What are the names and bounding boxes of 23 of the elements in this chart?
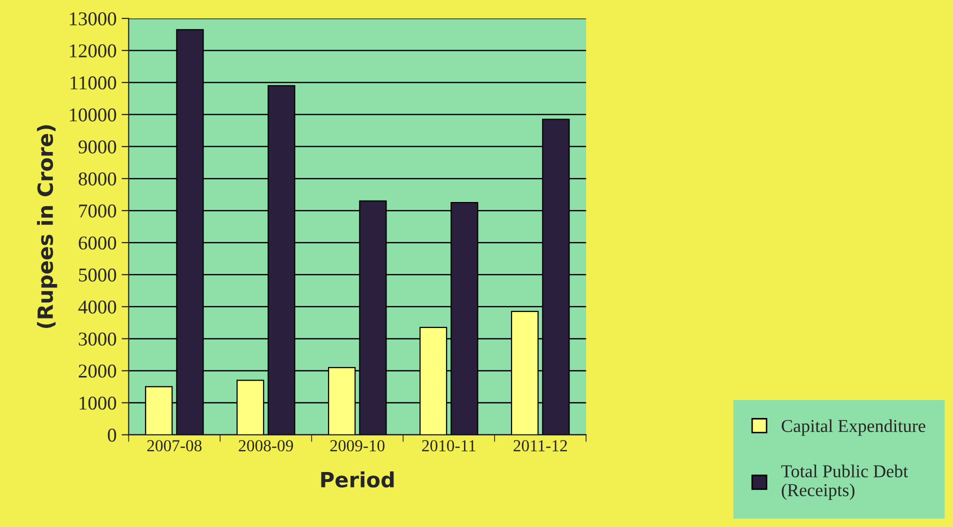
x-tick-label: 2010-11 [422,440,476,452]
x-tick-label: 2008-09 [238,440,293,452]
legend-label: Capital Expenditure [782,419,926,436]
y-tick-label: 6000 [78,236,116,250]
y-axis-title: (Rupees in Crore) [36,125,58,328]
y-tick-label: 1000 [80,396,116,410]
y-tick-label: 12000 [70,44,116,58]
y-tick-label: 0 [108,428,116,442]
y-tick-label: 2000 [78,364,116,378]
x-axis-title: Period [321,471,394,488]
x-tick-label: 2009-10 [330,440,385,452]
y-tick-label: 4000 [78,300,116,314]
y-tick-label: 10000 [70,108,116,122]
y-tick-label: 8000 [78,172,116,186]
x-tick-label: 2011-12 [514,440,567,452]
y-tick-label: 13000 [70,12,116,26]
y-tick-label: 5000 [79,268,116,282]
x-tick-label: 2007-08 [147,440,202,452]
y-tick-label: 7000 [79,204,116,218]
y-tick-label: 9000 [78,140,116,154]
y-tick-label: 3000 [78,332,116,346]
y-tick-label: 11000 [70,76,116,90]
legend-label: Total Public Debt (Receipts) [781,464,908,500]
